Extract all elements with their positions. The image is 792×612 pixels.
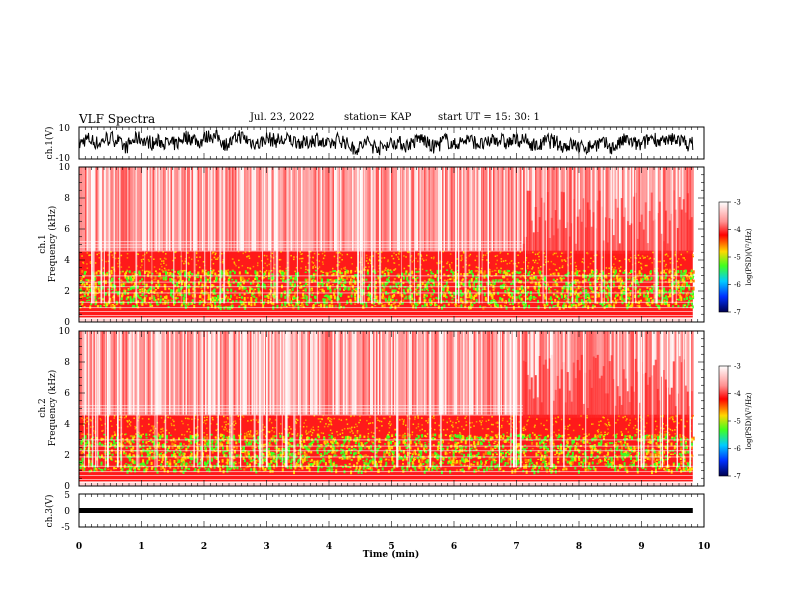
colorbar-tick-label: -4: [734, 226, 741, 234]
freq-tick-label: 0: [64, 482, 70, 492]
ch3-ytick-mid: 0: [64, 507, 70, 517]
freq-tick-label: 6: [64, 225, 70, 235]
freq-tick-label: 10: [59, 327, 71, 337]
freq-tick-label: 8: [64, 194, 70, 204]
time-tick-label: 8: [576, 542, 582, 552]
freq-tick-label: 4: [64, 256, 70, 266]
station-label: station= KAP: [344, 112, 412, 123]
ch1-ylabel: ch.1(V): [44, 127, 55, 160]
ch1-waveform-line: [78, 129, 694, 156]
ch1-ticks: [78, 127, 705, 159]
freq-tick-label: 6: [64, 389, 70, 399]
ch3-ytick-bottom: -5: [61, 523, 70, 533]
time-axis-label: Time (min): [363, 549, 420, 560]
ch3-ytick-top: 5: [64, 491, 70, 501]
time-tick-label: 6: [451, 542, 457, 552]
ch1-spectrogram-image: [79, 167, 695, 322]
ch3-ticks: [78, 494, 705, 527]
ch2-colorbar-ticks: -3 -4 -5 -6 -7: [728, 363, 741, 481]
date-label: Jul. 23, 2022: [250, 112, 315, 123]
freq-tick-label: 2: [64, 287, 70, 297]
ch3-ylabel: ch.3(V): [44, 495, 55, 528]
ch1-ytick-bottom: -10: [56, 154, 71, 164]
time-tick-label: 10: [698, 542, 711, 552]
ch2-spec-ylabel-channel: ch.2: [38, 398, 48, 417]
colorbar-tick-label: -3: [734, 199, 741, 207]
freq-tick-label: 10: [59, 163, 71, 173]
colorbar-tick-label: -3: [734, 363, 741, 371]
time-tick-label: 3: [263, 542, 269, 552]
time-tick-label: 4: [326, 542, 332, 552]
ch2-colorbar: [718, 365, 729, 477]
start-time-label: start UT = 15: 30: 1: [438, 112, 540, 123]
chart-title: VLF Spectra: [79, 112, 156, 126]
ch1-spec-ticks: [78, 166, 705, 323]
panel-ch1-waveform: 10 -10 ch.1(V): [44, 124, 705, 164]
ch1-ytick-top: 10: [59, 124, 71, 134]
time-tick-label: 5: [388, 542, 394, 552]
freq-tick-label: 8: [64, 358, 70, 368]
time-axis-tick-labels: 0 1 2 3 4 5 6 7 8 9 10: [76, 542, 710, 552]
colorbar-tick-label: -6: [734, 281, 741, 289]
ch1-spec-ytick-labels: 0 2 4 6 8 10: [59, 163, 71, 328]
ch2-spec-ylabel: Frequency (kHz): [47, 370, 58, 447]
ch2-spec-ticks: [78, 330, 705, 487]
time-tick-label: 1: [138, 542, 144, 552]
time-tick-label: 0: [76, 542, 82, 552]
time-tick-label: 7: [513, 542, 519, 552]
ch1-colorbar-label: log(PSD)(V²/Hz): [745, 228, 753, 285]
ch2-colorbar-label: log(PSD)(V²/Hz): [745, 392, 753, 449]
colorbar-tick-label: -5: [734, 254, 741, 262]
ch1-spec-ylabel: Frequency (kHz): [47, 206, 58, 283]
ch2-spectrogram-image: [79, 331, 695, 486]
colorbar-tick-label: -4: [734, 390, 741, 398]
ch3-waveform-band: [79, 508, 693, 513]
ch2-spec-ytick-labels: 0 2 4 6 8 10: [59, 327, 71, 492]
freq-tick-label: 0: [64, 318, 70, 328]
freq-tick-label: 4: [64, 420, 70, 430]
colorbar-tick-label: -5: [734, 418, 741, 426]
colorbar-tick-label: -6: [734, 445, 741, 453]
freq-tick-label: 2: [64, 451, 70, 461]
colorbar-tick-label: -7: [734, 473, 741, 481]
panel-ch3-waveform: 5 0 -5 ch.3(V) 0 1 2 3 4 5 6 7 8 9 10 Time (min): [44, 491, 710, 560]
ch1-colorbar-ticks: -3 -4 -5 -6 -7: [728, 199, 741, 317]
time-tick-label: 9: [638, 542, 644, 552]
colorbar-tick-label: -7: [734, 309, 741, 317]
ch1-spec-ylabel-channel: ch.1: [38, 234, 48, 253]
ch1-colorbar: [718, 201, 729, 313]
time-tick-label: 2: [201, 542, 207, 552]
